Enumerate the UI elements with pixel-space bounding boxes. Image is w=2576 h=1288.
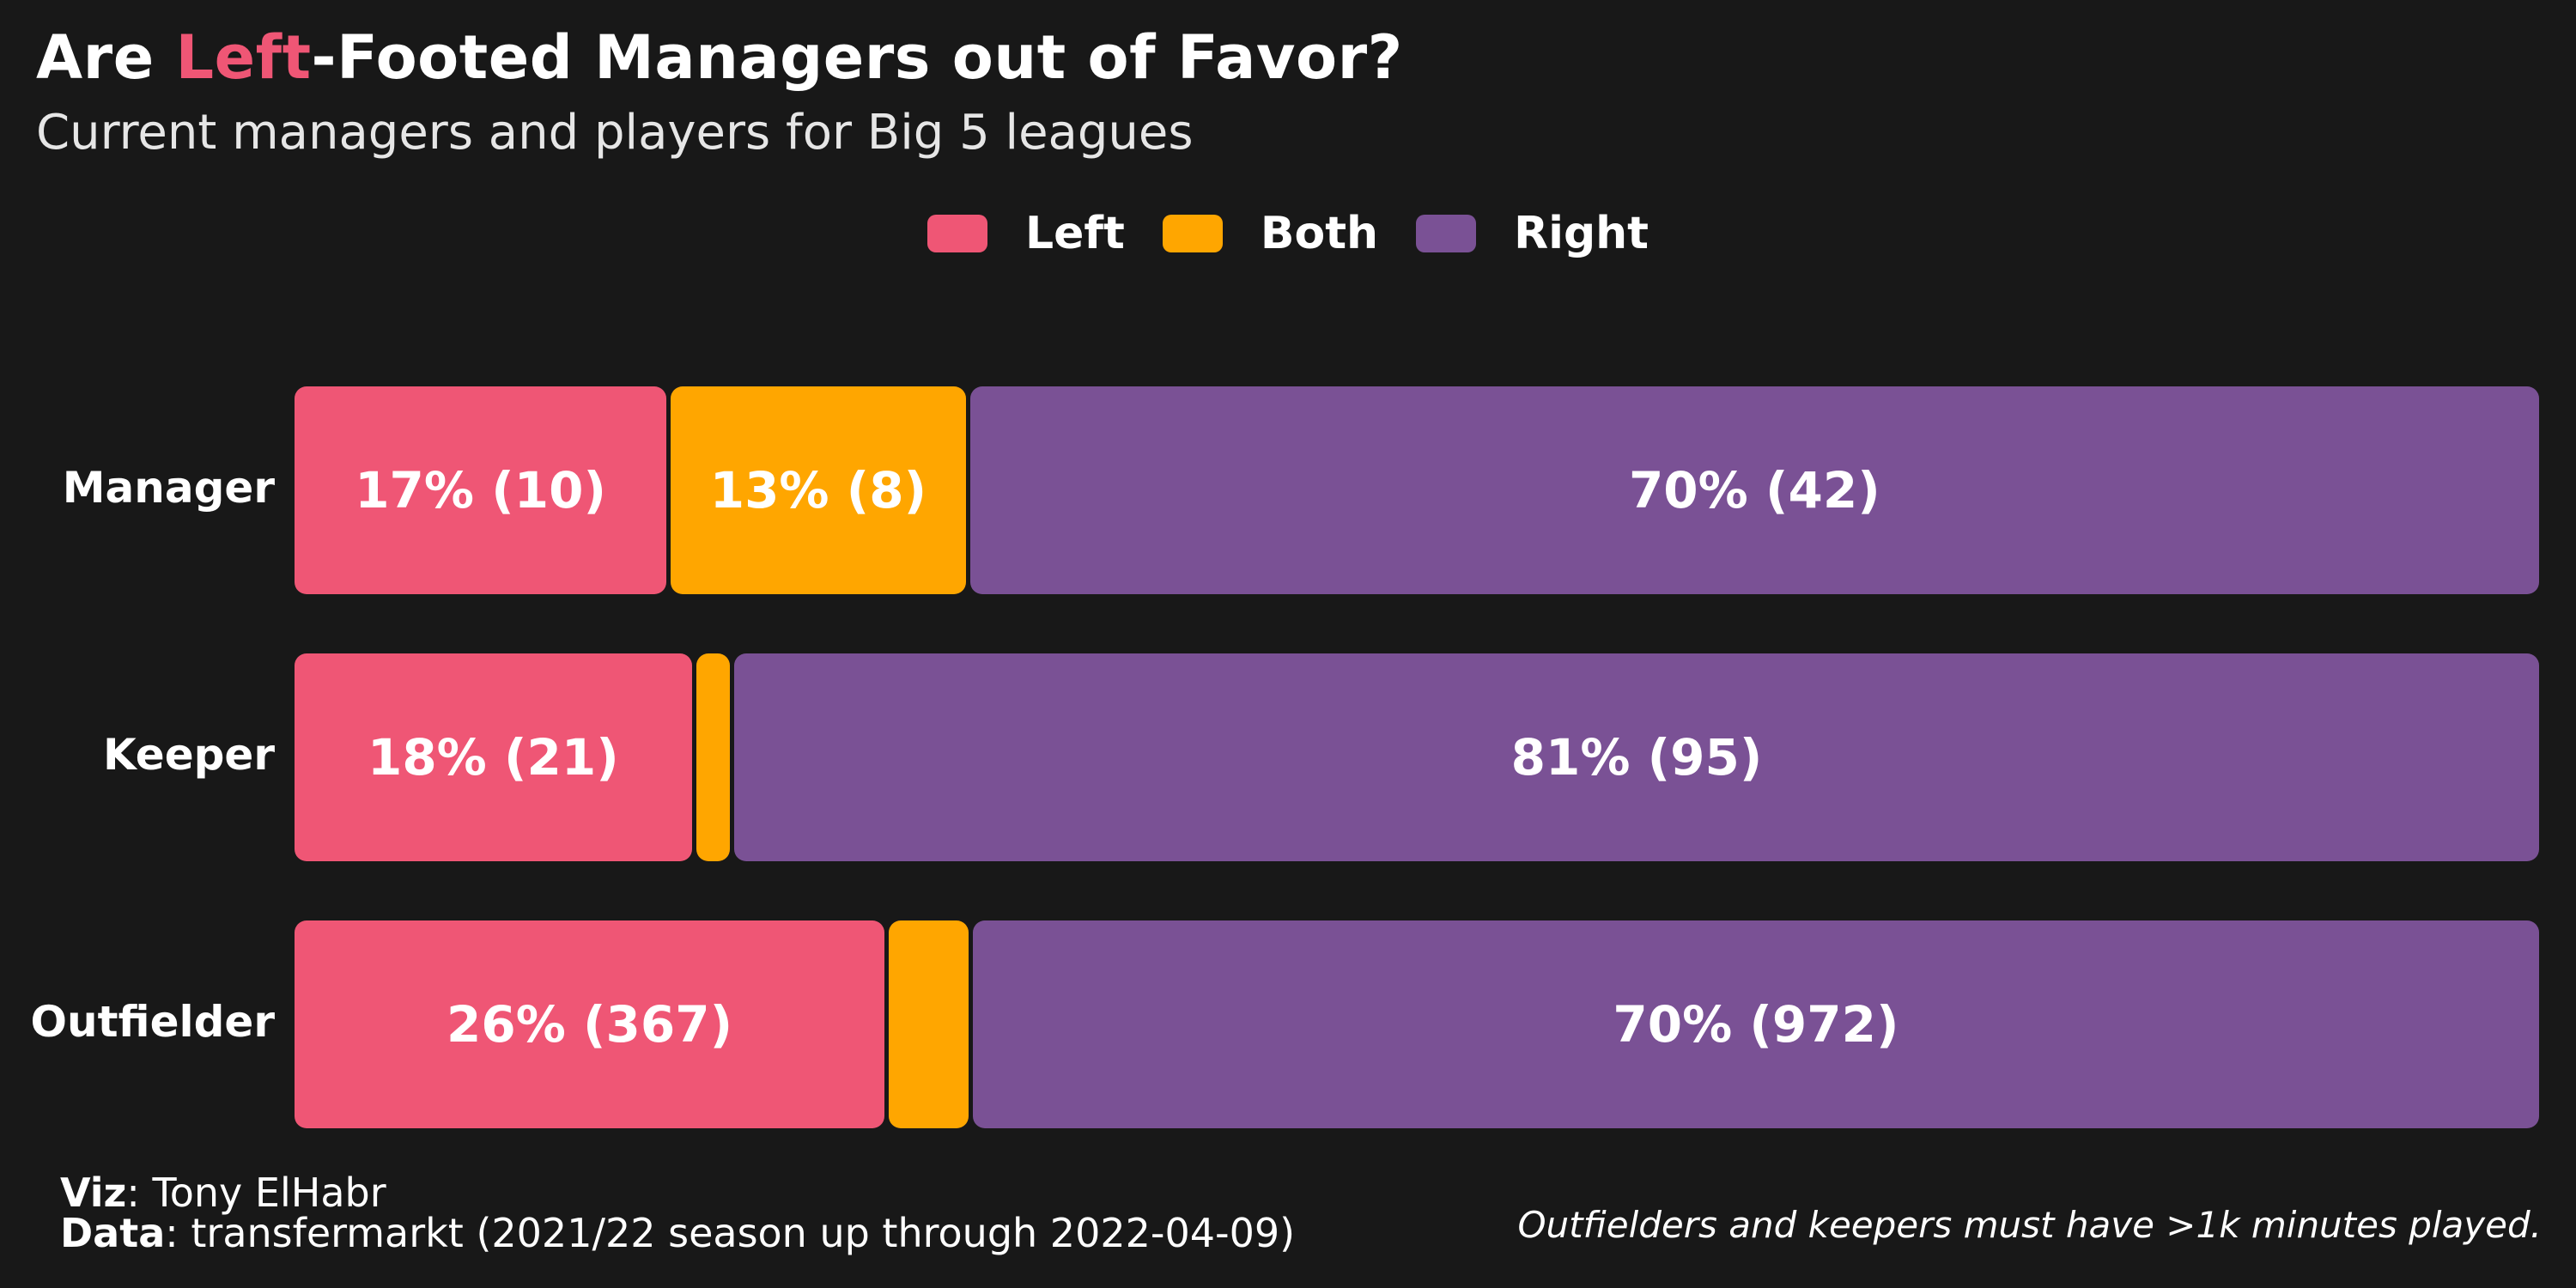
bar-label-manager-left: 17% (10) bbox=[355, 461, 606, 519]
bar-keeper-left: 18% (21) bbox=[295, 653, 692, 861]
viz-credit: Viz: Tony ElHabr bbox=[60, 1173, 1295, 1213]
bar-label-outfielder-left: 26% (367) bbox=[447, 995, 733, 1054]
legend-label-right: Right bbox=[1514, 208, 1649, 259]
bar-keeper-right: 81% (95) bbox=[734, 653, 2539, 861]
title-prefix: Are bbox=[36, 22, 176, 93]
bar-outfielder-both bbox=[889, 920, 969, 1128]
bar-label-outfielder-right: 70% (972) bbox=[1613, 995, 1899, 1054]
chart-title: Are Left-Footed Managers out of Favor? bbox=[36, 22, 1403, 93]
legend-label-both: Both bbox=[1260, 208, 1379, 259]
viz-credit-value: : Tony ElHabr bbox=[126, 1170, 386, 1216]
bar-keeper-both bbox=[696, 653, 730, 861]
legend-item-both: Both bbox=[1162, 208, 1379, 259]
data-credit-value: : transfermarkt (2021/22 season up throu… bbox=[165, 1210, 1296, 1256]
row-label-manager: Manager bbox=[62, 463, 275, 513]
bar-manager-both: 13% (8) bbox=[671, 386, 966, 594]
data-credit-label: Data bbox=[60, 1210, 166, 1256]
legend-item-right: Right bbox=[1416, 208, 1649, 259]
bar-manager-left: 17% (10) bbox=[295, 386, 667, 594]
legend-swatch-right bbox=[1416, 215, 1477, 252]
credits: Viz: Tony ElHabr Data: transfermarkt (20… bbox=[60, 1173, 1295, 1254]
bar-outfielder-left: 26% (367) bbox=[295, 920, 885, 1128]
title-suffix: -Footed Managers out of Favor? bbox=[311, 22, 1403, 93]
row-label-outfielder: Outfielder bbox=[30, 997, 275, 1047]
chart-subtitle: Current managers and players for Big 5 l… bbox=[36, 105, 1194, 161]
legend-label-left: Left bbox=[1024, 208, 1125, 259]
bar-manager-right: 70% (42) bbox=[969, 386, 2539, 594]
bar-label-manager-both: 13% (8) bbox=[709, 461, 927, 519]
bar-label-keeper-left: 18% (21) bbox=[367, 728, 619, 787]
viz-credit-label: Viz bbox=[60, 1170, 127, 1216]
legend: Left Both Right bbox=[0, 208, 2576, 259]
data-credit: Data: transfermarkt (2021/22 season up t… bbox=[60, 1213, 1295, 1254]
title-highlight: Left bbox=[175, 22, 312, 93]
row-label-keeper: Keeper bbox=[102, 730, 275, 780]
bar-label-keeper-right: 81% (95) bbox=[1510, 728, 1763, 787]
bar-outfielder-right: 70% (972) bbox=[972, 920, 2539, 1128]
legend-swatch-both bbox=[1162, 215, 1223, 252]
bar-label-manager-right: 70% (42) bbox=[1628, 461, 1880, 519]
legend-item-left: Left bbox=[927, 208, 1125, 259]
footnote: Outfielders and keepers must have >1k mi… bbox=[1517, 1204, 2542, 1246]
legend-swatch-left bbox=[927, 215, 987, 252]
